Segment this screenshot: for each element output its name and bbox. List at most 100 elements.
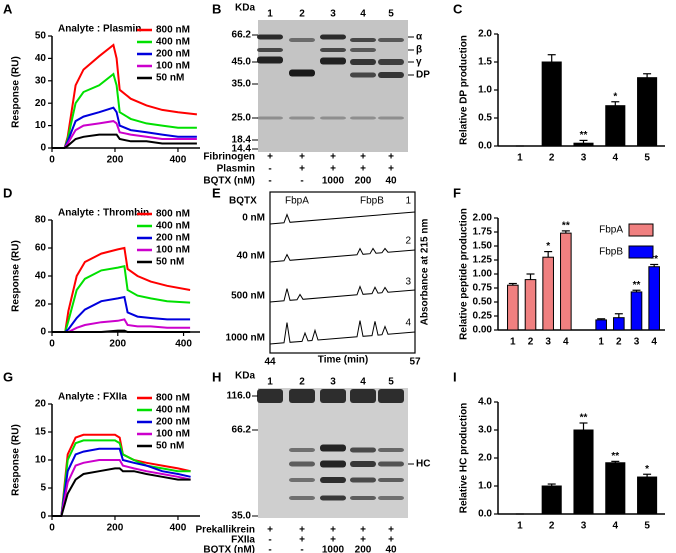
bar: [605, 105, 626, 147]
y-tick-label: 3.0: [478, 425, 492, 436]
trace-frame: [269, 191, 416, 354]
x-tick-label: 1: [510, 337, 516, 348]
gel-band: [289, 496, 315, 500]
gel-panel: B KDa 1 2 3 4 5 66.2 45.0 35.0 25.0 18.414.4 αβγ DP Fi…: [203, 1, 430, 186]
gel-band: [320, 495, 346, 501]
row-cell: 40: [385, 545, 397, 553]
row-cell: 1000: [322, 176, 345, 187]
gel-band: [320, 48, 346, 52]
trace-number: 1: [405, 196, 411, 207]
trace: [269, 320, 416, 345]
significance: **: [611, 451, 619, 462]
y-tick-label: 1.25: [473, 255, 493, 266]
gel-band: [289, 461, 315, 467]
row-cell: -: [300, 545, 303, 553]
y-axis-label: Relative peptide production: [459, 208, 470, 340]
marker-label: 66.2: [232, 425, 252, 436]
y-tick-label: 30: [35, 75, 47, 86]
gel-band: [350, 447, 376, 453]
y-tick-label: 2.0: [478, 453, 492, 464]
lane-number: 5: [388, 9, 394, 20]
row-name: BQTX (nM): [203, 176, 255, 187]
legend-label: FbpB: [599, 247, 623, 258]
y-tick-label: 0.5: [478, 113, 492, 124]
y-axis-label: Relative HC production: [459, 403, 470, 514]
bar: [630, 291, 643, 331]
y-tick-label: 40: [35, 271, 47, 282]
lane-number: 1: [267, 9, 273, 20]
marker-label: 35.0: [232, 511, 252, 522]
row-cell: +: [299, 164, 305, 175]
panel-letter: H: [212, 369, 221, 384]
gel-band: [320, 389, 346, 403]
row-cell: 200: [355, 545, 372, 553]
legend-label: 100 nM: [156, 245, 190, 256]
bar: [595, 319, 607, 331]
legend-label: 50 nM: [156, 441, 184, 452]
x-tick-label: 200: [109, 339, 126, 350]
x-tick-label: 200: [107, 155, 124, 166]
gel-band: [289, 116, 315, 120]
chromatogram-panel: E BQTX FbpA FbpB 0 nM 1 40 nM 2 500 nM 3 1000 nM 4 A…: [212, 185, 431, 367]
row-name: Fibrinogen: [203, 152, 255, 163]
gel-band: [350, 72, 376, 78]
gel-band: [257, 34, 283, 40]
lane-number: 3: [330, 9, 336, 20]
unit-label: KDa: [235, 371, 255, 382]
y-tick-label: 20: [35, 299, 47, 310]
x-tick-label: 2: [528, 337, 534, 348]
row-cell: -: [300, 176, 303, 187]
row-name: BQTX (nM): [203, 545, 255, 553]
gel-band: [378, 116, 404, 120]
series-line: [52, 264, 191, 333]
significance: *: [613, 91, 617, 102]
bar: [573, 142, 594, 147]
x-tick-label: 4: [613, 153, 619, 164]
band-label: HC: [416, 459, 430, 470]
series-line: [52, 439, 191, 517]
significance: **: [562, 221, 570, 232]
y-tick-label: 0.75: [473, 283, 493, 294]
x-tick-label: 400: [170, 523, 187, 534]
row-cell: +: [388, 164, 394, 175]
lane-number: 1: [267, 377, 273, 388]
legend-swatch: [628, 245, 654, 259]
series-line: [52, 43, 198, 149]
legend-label: 200 nM: [156, 49, 190, 60]
y-tick-label: 1.5: [478, 57, 492, 68]
y-tick-label: 60: [35, 243, 47, 254]
gel-band: [320, 477, 346, 483]
series-line: [52, 72, 197, 149]
legend-label: 100 nM: [156, 429, 190, 440]
gel-band: [350, 389, 376, 403]
lane-number: 4: [360, 377, 366, 388]
bar: [637, 476, 658, 515]
gel-band: [320, 116, 346, 120]
x-tick-label: 2: [549, 153, 555, 164]
gel-band: [289, 448, 315, 452]
y-tick-label: 5: [40, 483, 46, 494]
bar: [605, 462, 626, 515]
row-cell: +: [299, 152, 305, 163]
legend-label: 200 nM: [156, 233, 190, 244]
x-tick-label: 3: [545, 337, 551, 348]
bar: [524, 279, 537, 331]
row-cell: -: [268, 545, 271, 553]
panel: I 0.0 1.0 2.0 3.0 4.0 Relative HC production 1 2…: [453, 369, 665, 532]
panel-letter: G: [3, 369, 13, 384]
row-cell: +: [388, 535, 394, 546]
trace: [269, 247, 416, 263]
panel: A 0 10 20 30 40 50 0 200 400 Analyte : Plasmin Resp…: [3, 1, 200, 166]
row-cell: +: [388, 525, 394, 536]
y-tick-label: 1.00: [473, 269, 493, 280]
panel-letter: D: [3, 185, 12, 200]
legend-label: 100 nM: [156, 61, 190, 72]
panel-letter: I: [453, 369, 457, 384]
panel: C 0.0 0.5 1.0 1.5 2.0 Relative DP production 1 2…: [453, 1, 665, 164]
y-tick-label: 0: [40, 327, 46, 338]
x-tick-label: 400: [175, 339, 192, 350]
bar: [542, 256, 554, 331]
lane-number: 2: [299, 377, 305, 388]
